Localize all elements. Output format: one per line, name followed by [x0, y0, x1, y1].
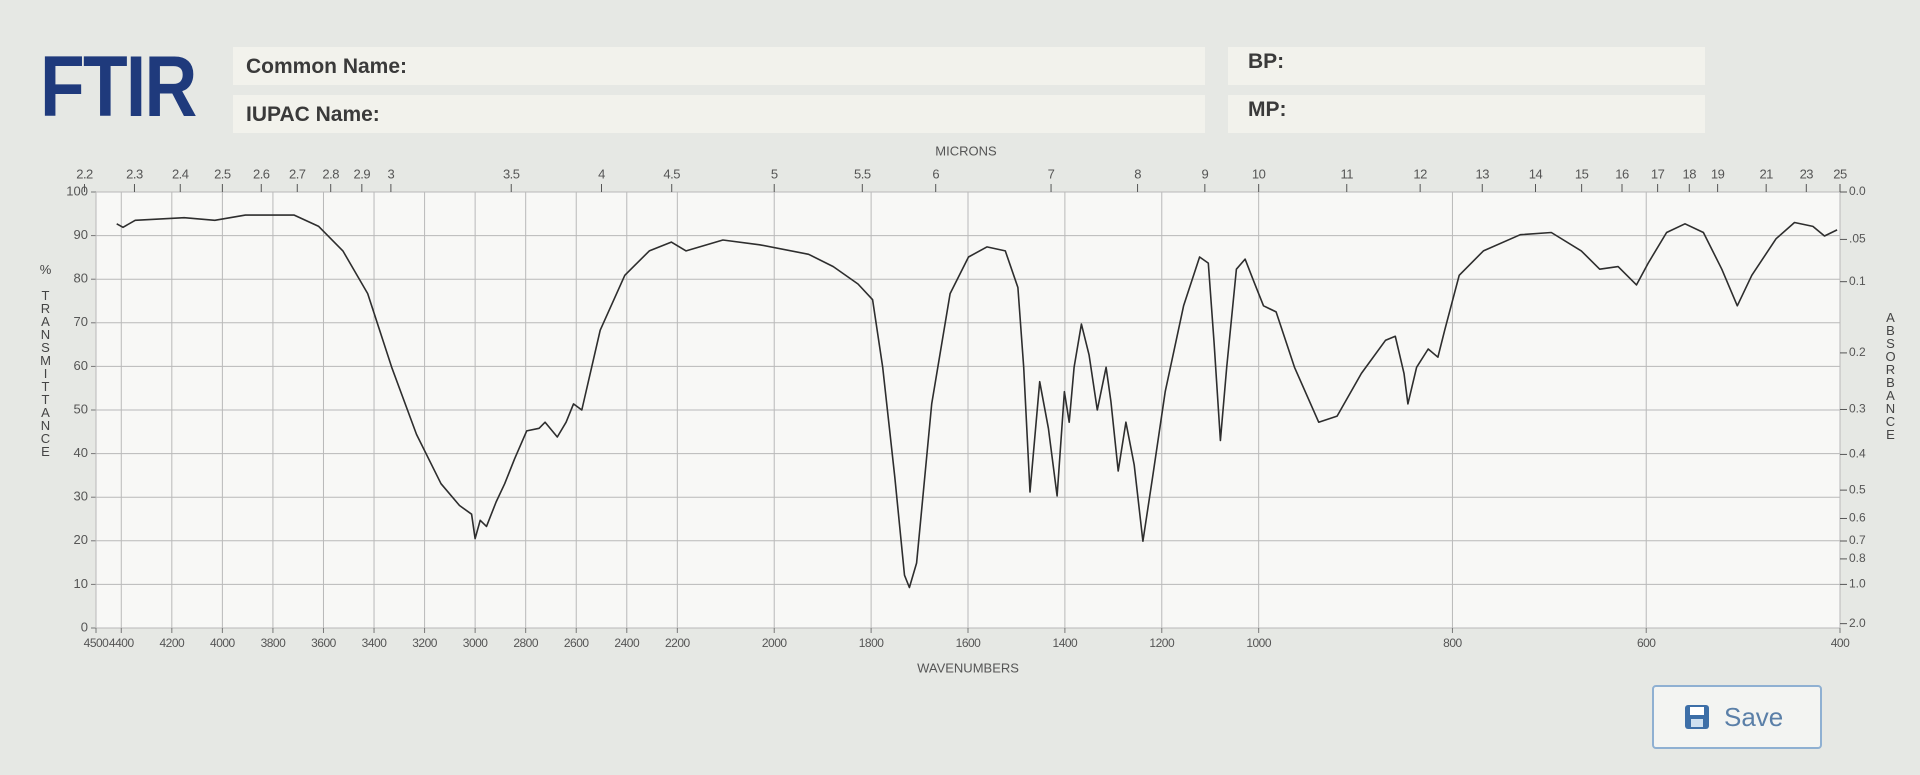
x-tick-label: 3600: [311, 636, 337, 650]
x-axis-label: WAVENUMBERS: [917, 660, 1019, 675]
app-title: FTIR: [40, 39, 197, 135]
y2-tick-label: 0.4: [1849, 447, 1866, 461]
x2-tick-label: 3.5: [503, 166, 520, 181]
x2-tick-label: 5.5: [854, 166, 871, 181]
field-label: Common Name:: [246, 55, 408, 78]
y2-tick-label: 0.8: [1849, 551, 1866, 565]
y-axis-label: % TRANSMITTANCE: [38, 262, 53, 457]
y-tick-label: 70: [74, 314, 88, 329]
x-tick-label: 2200: [665, 636, 691, 650]
y-tick-label: 0: [81, 619, 88, 634]
x-tick-label: 1000: [1246, 636, 1272, 650]
x2-tick-label: 2.4: [172, 166, 189, 181]
x-tick-label: 800: [1443, 636, 1462, 650]
x-tick-label: 2400: [614, 636, 640, 650]
x-tick-label: 4200: [159, 636, 185, 650]
y2-tick-label: .05: [1849, 232, 1866, 246]
x-tick-label: 2800: [513, 636, 539, 650]
field-label: MP:: [1248, 98, 1287, 121]
x2-tick-label: 2.6: [253, 166, 270, 181]
y2-tick-label: 1.0: [1849, 577, 1866, 591]
x2-tick-label: 25: [1833, 166, 1847, 181]
x2-tick-label: 7: [1048, 166, 1055, 181]
x-tick-label: 4000: [210, 636, 236, 650]
x2-tick-label: 2.3: [126, 166, 143, 181]
y-tick-label: 50: [74, 401, 88, 416]
x-tick-label: 2600: [564, 636, 590, 650]
x2-tick-label: 6: [932, 166, 939, 181]
bp-field[interactable]: [1228, 47, 1705, 85]
y2-tick-label: 0.6: [1849, 511, 1866, 525]
y-tick-label: 100: [66, 183, 88, 198]
x2-tick-label: 14: [1529, 166, 1543, 181]
y2-tick-label: 0.3: [1849, 402, 1866, 416]
y2-tick-label: 0.7: [1849, 533, 1866, 547]
x2-tick-label: 2.2: [76, 166, 93, 181]
y2-tick-label: 0.1: [1849, 274, 1866, 288]
x2-tick-label: 3: [388, 166, 395, 181]
x-tick-label: 2000: [762, 636, 788, 650]
spectrum-line: [116, 214, 1838, 589]
x2-tick-label: 15: [1575, 166, 1589, 181]
y-tick-label: 40: [74, 445, 88, 460]
x2-tick-label: 10: [1252, 166, 1266, 181]
x2-tick-label: 13: [1476, 166, 1490, 181]
x-tick-label: 1200: [1149, 636, 1175, 650]
x-tick-label: 1800: [859, 636, 885, 650]
iupac-name-field[interactable]: [233, 95, 1205, 133]
field-label: IUPAC Name:: [246, 103, 380, 126]
x-tick-label: 3200: [412, 636, 438, 650]
x2-tick-label: 2.8: [322, 166, 339, 181]
chart: WAVENUMBERS MICRONS 0 10 20 30 40 50 60 70 80 90 1…: [66, 143, 1866, 675]
x2-tick-label: 12: [1413, 166, 1427, 181]
common-name-field[interactable]: [233, 47, 1205, 85]
y2-tick-label: 0.5: [1849, 482, 1866, 496]
x2-tick-label: 18: [1683, 166, 1697, 181]
y2-tick-label: 0.0: [1849, 184, 1866, 198]
x2-tick-label: 16: [1615, 166, 1629, 181]
x-tick-label: 600: [1637, 636, 1656, 650]
x2-tick-label: 8: [1134, 166, 1141, 181]
x2-tick-label: 9: [1201, 166, 1208, 181]
save-button[interactable]: Save: [1652, 685, 1822, 749]
y2-tick-label: 0.2: [1849, 345, 1866, 359]
x-tick-label: 4400: [109, 636, 135, 650]
x2-tick-label: 17: [1651, 166, 1665, 181]
y-tick-label: 60: [74, 358, 88, 373]
x2-tick-label: 2.9: [354, 166, 371, 181]
x2-tick-label: 19: [1711, 166, 1725, 181]
x-tick-label: 4500: [84, 636, 110, 650]
y-tick-label: 80: [74, 271, 88, 286]
x2-tick-label: 21: [1759, 166, 1773, 181]
y-tick-label: 90: [74, 227, 88, 242]
x2-axis-label: MICRONS: [935, 143, 997, 158]
x2-tick-label: 5: [771, 166, 778, 181]
x-tick-label: 1600: [956, 636, 982, 650]
x2-tick-label: 11: [1340, 166, 1353, 181]
x2-tick-label: 4.5: [663, 166, 680, 181]
save-label[interactable]: Save: [1724, 702, 1784, 732]
x-tick-label: 3400: [362, 636, 388, 650]
save-icon: [1685, 705, 1709, 729]
mp-field[interactable]: [1228, 95, 1705, 133]
x2-tick-label: 2.7: [289, 166, 306, 181]
y2-axis-label: ABSORBANCE: [1883, 310, 1898, 440]
x-tick-label: 400: [1831, 636, 1850, 650]
x2-tick-label: 2.5: [214, 166, 231, 181]
x-tick-label: 3000: [463, 636, 489, 650]
field-label: BP:: [1248, 50, 1285, 73]
y-tick-label: 30: [74, 489, 88, 504]
y2-tick-label: 2.0: [1849, 616, 1866, 630]
x2-tick-label: 4: [598, 166, 605, 181]
x-tick-label: 1400: [1053, 636, 1079, 650]
y-tick-label: 20: [74, 532, 88, 547]
x-tick-label: 3800: [261, 636, 287, 650]
y-tick-label: 10: [74, 576, 88, 591]
x2-tick-label: 23: [1800, 166, 1814, 181]
